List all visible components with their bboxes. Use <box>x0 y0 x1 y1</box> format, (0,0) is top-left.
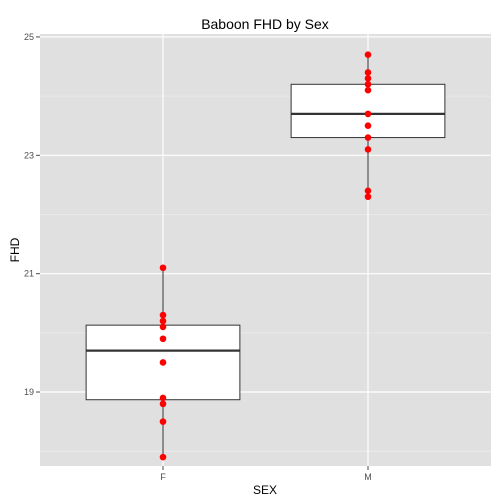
data-point-m <box>364 51 372 59</box>
data-point-f <box>159 335 167 343</box>
x-axis-title: SEX <box>253 483 277 497</box>
data-point-m <box>364 122 372 130</box>
data-point-m <box>364 134 372 141</box>
data-point-f <box>159 359 167 366</box>
y-tick-label: 23 <box>24 150 34 160</box>
points-layer <box>159 51 372 461</box>
data-point-f <box>159 453 167 461</box>
data-point-f <box>159 418 167 425</box>
y-tick-label: 19 <box>24 387 34 397</box>
data-point-m <box>364 110 372 118</box>
data-point-m <box>364 69 372 76</box>
data-point-f <box>159 394 167 402</box>
data-point-f <box>159 264 167 272</box>
y-tick-label: 25 <box>24 32 34 42</box>
data-point-f <box>159 400 167 408</box>
y-axis-ticks: 19 21 23 25 <box>24 32 40 397</box>
x-tick-label: M <box>364 472 372 482</box>
chart-title: Baboon FHD by Sex <box>201 16 329 32</box>
data-point-f <box>159 323 167 331</box>
data-point-f <box>159 317 167 325</box>
y-axis-title: FHD <box>8 237 22 262</box>
data-point-m <box>364 86 372 94</box>
data-point-m <box>364 75 372 82</box>
data-point-m <box>364 193 372 201</box>
x-tick-label: F <box>160 472 166 482</box>
data-point-m <box>364 146 372 153</box>
data-point-m <box>364 187 372 195</box>
y-tick-label: 21 <box>24 269 34 279</box>
data-point-f <box>159 311 167 319</box>
data-point-m <box>364 81 372 88</box>
